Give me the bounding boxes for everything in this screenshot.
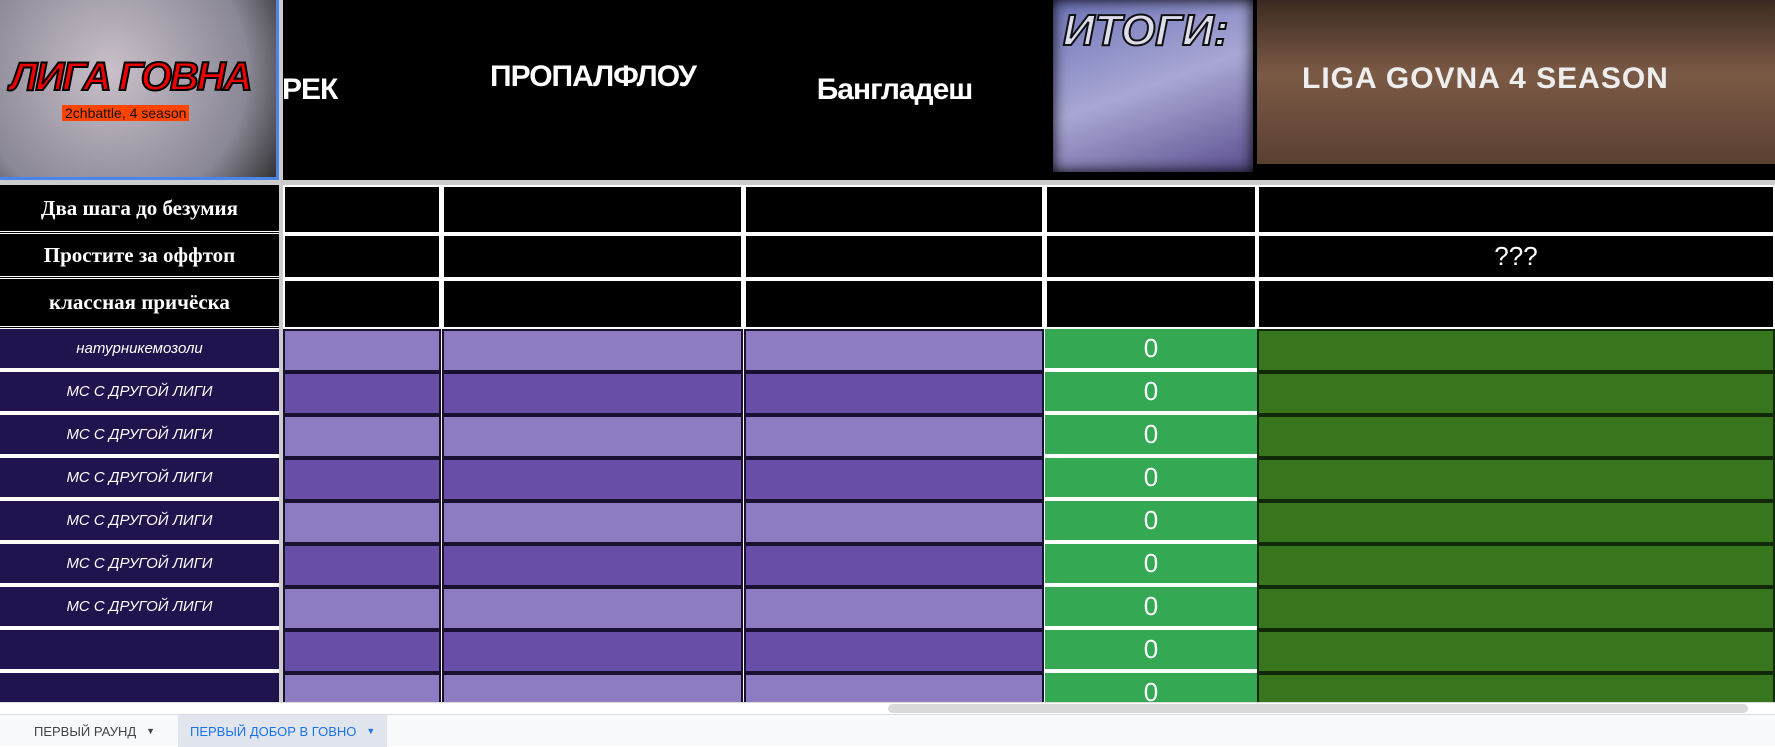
score-cell[interactable] bbox=[283, 630, 441, 673]
participant-score[interactable]: 0 bbox=[1045, 372, 1257, 415]
participant-name[interactable]: МС С ДРУГОЙ ЛИГИ bbox=[0, 544, 279, 587]
judge-row-label[interactable]: Простите за оффтоп bbox=[0, 234, 279, 279]
participant-total-cell[interactable] bbox=[1257, 458, 1775, 501]
score-cell[interactable] bbox=[744, 329, 1044, 372]
score-cell[interactable] bbox=[442, 544, 743, 587]
judge-row-label[interactable]: Два шага до безумия bbox=[0, 185, 279, 234]
caret-down-icon[interactable]: ▼ bbox=[366, 726, 376, 736]
participant-score[interactable]: 0 bbox=[1045, 329, 1257, 372]
score-cell[interactable] bbox=[442, 630, 743, 673]
score-cell[interactable] bbox=[283, 544, 441, 587]
judge-total-cell[interactable] bbox=[1257, 185, 1775, 234]
participant-score[interactable]: 0 bbox=[1045, 501, 1257, 544]
participant-total-cell[interactable] bbox=[1257, 501, 1775, 544]
frozen-row-divider[interactable] bbox=[0, 180, 1775, 185]
judge-total-cell[interactable] bbox=[1257, 279, 1775, 329]
column-header-bangladesh[interactable]: Бангладеш bbox=[744, 0, 1045, 180]
column-label: ПРОПАЛФЛОУ bbox=[490, 60, 697, 93]
participant-total-cell[interactable] bbox=[1257, 372, 1775, 415]
banner-text: LIGA GOVNA 4 SEASON bbox=[1302, 62, 1669, 95]
score-cell[interactable] bbox=[283, 372, 441, 415]
column-header-propalflou[interactable]: ПРОПАЛФЛОУ bbox=[442, 0, 744, 180]
season-banner-image: LIGA GOVNA 4 SEASON bbox=[1257, 0, 1775, 164]
frozen-column-divider[interactable] bbox=[279, 0, 283, 702]
participant-name[interactable]: МС С ДРУГОЙ ЛИГИ bbox=[0, 501, 279, 544]
score-cell[interactable] bbox=[442, 587, 743, 630]
score-cell[interactable] bbox=[744, 372, 1044, 415]
score-cell[interactable] bbox=[744, 630, 1044, 673]
score-cell[interactable] bbox=[744, 415, 1044, 458]
score-cell[interactable] bbox=[442, 372, 743, 415]
score-cell[interactable] bbox=[744, 587, 1044, 630]
participant-name[interactable]: натурникемозоли bbox=[0, 329, 279, 372]
logo-subtitle: 2chbattle, 4 season bbox=[62, 105, 190, 121]
participant-total-cell[interactable] bbox=[1257, 587, 1775, 630]
judge-cell[interactable] bbox=[283, 234, 441, 279]
participant-name[interactable]: МС С ДРУГОЙ ЛИГИ bbox=[0, 372, 279, 415]
liga-logo-image: ЛИГА ГОВНА 2chbattle, 4 season bbox=[0, 0, 279, 180]
participant-score[interactable]: 0 bbox=[1045, 630, 1257, 673]
score-cell[interactable] bbox=[283, 329, 441, 372]
scrollbar-thumb[interactable] bbox=[888, 704, 1748, 713]
judge-cell[interactable] bbox=[283, 279, 441, 329]
score-cell[interactable] bbox=[283, 415, 441, 458]
judge-cell[interactable] bbox=[1045, 234, 1257, 279]
participant-total-cell[interactable] bbox=[1257, 544, 1775, 587]
judge-row-label[interactable]: классная причёска bbox=[0, 279, 279, 329]
judge-cell[interactable] bbox=[744, 279, 1044, 329]
itogi-label: ИТОГИ: bbox=[1062, 5, 1229, 56]
score-cell[interactable] bbox=[744, 501, 1044, 544]
judge-cell[interactable] bbox=[744, 234, 1044, 279]
participant-score[interactable]: 0 bbox=[1045, 587, 1257, 630]
participant-name[interactable]: МС С ДРУГОЙ ЛИГИ bbox=[0, 458, 279, 501]
score-cell[interactable] bbox=[442, 329, 743, 372]
tab-label: ПЕРВЫЙ РАУНД bbox=[34, 723, 137, 739]
score-cell[interactable] bbox=[283, 458, 441, 501]
participant-total-cell[interactable] bbox=[1257, 415, 1775, 458]
judge-cell[interactable] bbox=[442, 185, 743, 234]
column-label: Бангладеш bbox=[816, 73, 974, 106]
participant-score[interactable]: 0 bbox=[1045, 415, 1257, 458]
judge-cell[interactable] bbox=[744, 185, 1044, 234]
judge-cell[interactable] bbox=[283, 185, 441, 234]
column-label: РЕК bbox=[282, 73, 338, 106]
column-header-rek[interactable]: РЕК bbox=[282, 0, 442, 180]
score-cell[interactable] bbox=[744, 458, 1044, 501]
participant-score[interactable]: 0 bbox=[1045, 544, 1257, 587]
sheet-tabs-bar: ПЕРВЫЙ РАУНД ▼ ПЕРВЫЙ ДОБОР В ГОВНО ▼ bbox=[0, 714, 1775, 747]
caret-down-icon[interactable]: ▼ bbox=[146, 726, 156, 736]
score-cell[interactable] bbox=[283, 587, 441, 630]
logo-title: ЛИГА ГОВНА bbox=[9, 54, 254, 100]
judge-cell[interactable] bbox=[442, 279, 743, 329]
score-cell[interactable] bbox=[442, 501, 743, 544]
participant-total-cell[interactable] bbox=[1257, 329, 1775, 372]
score-cell[interactable] bbox=[442, 458, 743, 501]
judge-total-cell[interactable]: ??? bbox=[1257, 234, 1775, 279]
participant-total-cell[interactable] bbox=[1257, 630, 1775, 673]
sheet-tab-first-round[interactable]: ПЕРВЫЙ РАУНД ▼ bbox=[22, 715, 167, 747]
score-cell[interactable] bbox=[283, 501, 441, 544]
itogi-image: ИТОГИ: bbox=[1045, 0, 1257, 180]
score-cell[interactable] bbox=[744, 544, 1044, 587]
judge-cell[interactable] bbox=[442, 234, 743, 279]
participant-score[interactable]: 0 bbox=[1045, 458, 1257, 501]
tab-label: ПЕРВЫЙ ДОБОР В ГОВНО bbox=[190, 723, 357, 739]
participant-name[interactable]: МС С ДРУГОЙ ЛИГИ bbox=[0, 587, 279, 630]
participant-name[interactable]: МС С ДРУГОЙ ЛИГИ bbox=[0, 415, 279, 458]
judge-cell[interactable] bbox=[1045, 185, 1257, 234]
score-cell[interactable] bbox=[442, 415, 743, 458]
sheet-tab-first-dobor[interactable]: ПЕРВЫЙ ДОБОР В ГОВНО ▼ bbox=[178, 715, 388, 747]
judge-cell[interactable] bbox=[1045, 279, 1257, 329]
participant-name[interactable] bbox=[0, 630, 279, 673]
